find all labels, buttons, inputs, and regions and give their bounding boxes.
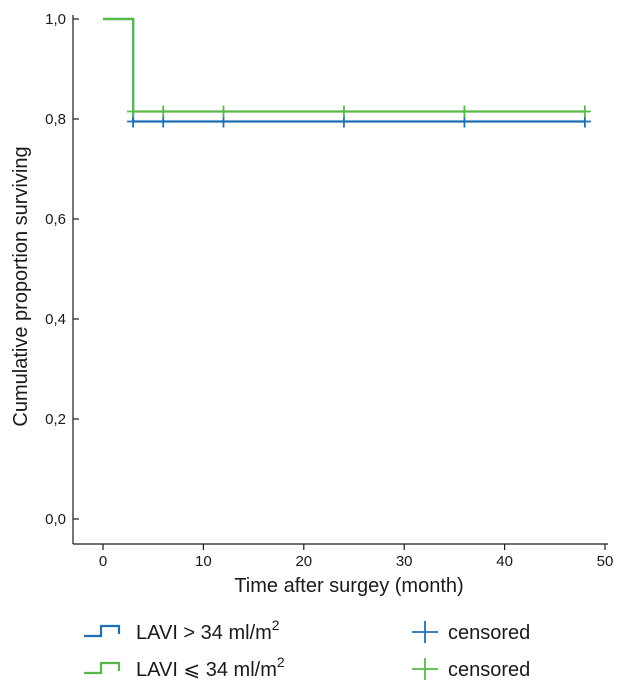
y-axis-ticks: 0,0 0,2 0,4 0,6 0,8 1,0: [45, 11, 79, 528]
censor-mark-le: [578, 105, 591, 118]
censor-mark-le: [458, 105, 471, 118]
legend-censor-gt: censored: [412, 621, 530, 644]
x-axis-title: Time after surgey (month): [234, 575, 463, 597]
legend-label-gt: LAVI > 34 ml/m2: [136, 617, 280, 644]
x-tick-label: 20: [295, 553, 312, 570]
censor-mark-le: [157, 105, 170, 118]
legend-item-le: LAVI ⩽ 34 ml/m2: [84, 654, 285, 681]
legend-censor-icon: [412, 621, 438, 643]
x-tick-label: 50: [597, 553, 614, 570]
x-tick-label: 10: [195, 553, 212, 570]
x-tick-label: 30: [396, 553, 413, 570]
legend-label-main: LAVI > 34 ml/m: [136, 622, 272, 644]
legend-item-gt: LAVI > 34 ml/m2: [84, 617, 280, 644]
legend-step-icon: [84, 661, 121, 675]
x-tick-label: 40: [496, 553, 513, 570]
legend-censor-le: censored: [412, 658, 530, 681]
legend-censor-label: censored: [448, 622, 530, 644]
y-tick-label: 0,6: [45, 211, 66, 228]
y-tick-label: 0,4: [45, 311, 66, 328]
censor-mark-le: [127, 105, 140, 118]
legend-label-main: LAVI ⩽ 34 ml/m: [136, 659, 277, 681]
series-layer: [103, 17, 591, 128]
legend-censor-icon: [412, 658, 438, 680]
y-axis-title: Cumulative proportion surviving: [10, 146, 32, 426]
legend-step-icon: [84, 624, 121, 638]
x-axis-ticks: 0 10 20 30 40 50: [99, 544, 614, 570]
y-tick-label: 0,0: [45, 511, 66, 528]
y-tick-label: 0,2: [45, 411, 66, 428]
survival-curve-le: [103, 17, 585, 113]
legend-label-le: LAVI ⩽ 34 ml/m2: [136, 654, 285, 681]
y-tick-label: 0,8: [45, 111, 66, 128]
x-tick-label: 0: [99, 553, 107, 570]
legend-censor-label: censored: [448, 659, 530, 681]
legend-label-superscript: 2: [272, 617, 280, 633]
censor-mark-le: [337, 105, 350, 118]
y-tick-label: 1,0: [45, 11, 66, 28]
censor-mark-le: [217, 105, 230, 118]
axes: [72, 15, 608, 545]
legend-label-superscript: 2: [277, 654, 285, 670]
series-le: [103, 17, 591, 118]
